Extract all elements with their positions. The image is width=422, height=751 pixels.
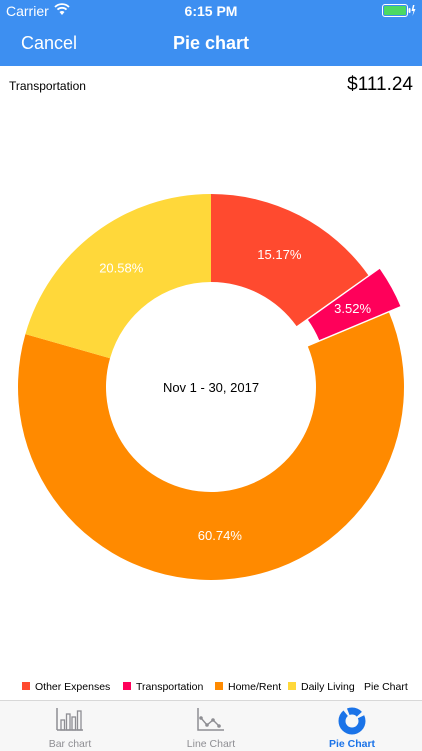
pie-slice-value-label: 60.74%: [198, 528, 243, 543]
tab-label: Line Chart: [186, 738, 236, 750]
pie-slice-daily-living[interactable]: [25, 194, 211, 359]
status-bar: Carrier 6:15 PM: [0, 0, 422, 22]
pie-slice-other-expenses[interactable]: [211, 194, 369, 327]
legend-label: Daily Living: [301, 681, 355, 693]
pie-slice-value-label: 15.17%: [257, 247, 302, 262]
legend-item-transportation: Transportation: [123, 681, 203, 693]
tab-bar: Bar chart Line Chart Pie Chart: [0, 700, 422, 751]
legend-swatch: [123, 682, 131, 690]
tab-line-chart[interactable]: Line Chart: [141, 701, 281, 751]
tab-bar-chart[interactable]: Bar chart: [0, 701, 140, 751]
legend-label: Home/Rent: [228, 681, 282, 693]
pie-slice-value-label: 3.52%: [334, 301, 371, 316]
battery-icon: [382, 4, 416, 17]
pie-chart-icon: [338, 707, 366, 735]
chart-description: Pie Chart: [364, 681, 408, 693]
bar-chart-icon: [56, 708, 83, 731]
legend-swatch: [22, 682, 30, 690]
legend-swatch: [215, 682, 223, 690]
legend-label: Transportation: [136, 681, 204, 693]
legend-swatch: [288, 682, 296, 690]
pie-chart-canvas[interactable]: 15.17% 3.52% 60.74% 20.58% Nov 1 - 30, 2017: [0, 160, 422, 600]
pie-slice-home-rent[interactable]: [17, 312, 404, 581]
wifi-icon: [54, 3, 70, 15]
tab-pie-chart[interactable]: Pie Chart: [282, 701, 422, 751]
legend-item-other-expenses: Other Expenses: [22, 681, 110, 693]
pie-chart[interactable]: 15.17% 3.52% 60.74% 20.58% Nov 1 - 30, 2017: [0, 160, 422, 600]
tab-label: Pie Chart: [328, 738, 376, 750]
selected-amount: $111.24: [347, 74, 413, 95]
tab-label: Bar chart: [48, 738, 92, 750]
legend-label: Other Expenses: [35, 681, 111, 693]
page-title: Pie chart: [172, 33, 250, 53]
pie-slice-transportation[interactable]: [307, 268, 401, 341]
clock: 6:15 PM: [184, 3, 238, 19]
legend-item-daily-living: Daily Living: [288, 681, 355, 693]
carrier-label: Carrier: [6, 3, 49, 19]
chart-legend: Other Expenses Transportation Home/Rent …: [22, 681, 422, 695]
legend-item-home-rent: Home/Rent: [215, 681, 281, 693]
navigation-bar: Cancel Pie chart: [0, 22, 422, 66]
line-chart-icon: [197, 708, 224, 731]
cancel-button[interactable]: Cancel: [21, 33, 78, 53]
selected-category-label: Transportation: [9, 79, 86, 93]
pie-slice-value-label: 20.58%: [99, 261, 144, 276]
chart-center-date-range: Nov 1 - 30, 2017: [163, 380, 259, 395]
